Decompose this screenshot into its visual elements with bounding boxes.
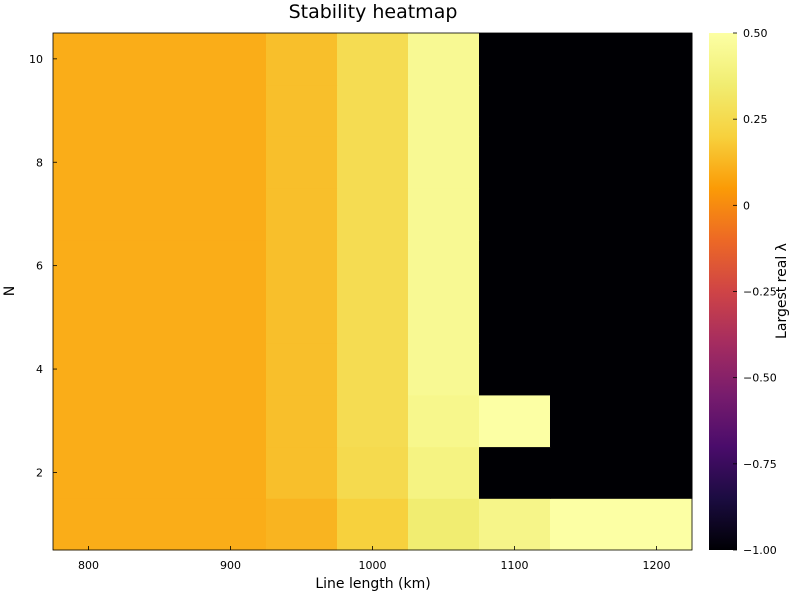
heatmap-cell: [53, 136, 267, 189]
heatmap-cell: [550, 33, 693, 86]
heatmap-cell: [53, 446, 267, 499]
heatmap-cell: [479, 446, 551, 499]
heatmap-cell: [53, 343, 267, 396]
y-tick-label: 2: [36, 466, 43, 479]
heatmap-cell: [479, 188, 551, 241]
y-tick-label: 6: [36, 260, 43, 273]
x-axis-title: Line length (km): [315, 576, 430, 592]
heatmap-cell: [550, 239, 693, 292]
x-tick-label: 1200: [643, 559, 671, 572]
heatmap-cell: [266, 446, 338, 499]
heatmap-cell: [408, 446, 480, 499]
heatmap-cell: [479, 136, 551, 189]
heatmap-cell: [479, 498, 551, 551]
heatmap-cell: [337, 394, 409, 448]
heatmap-cell: [550, 291, 693, 344]
heatmap-cell: [266, 239, 338, 292]
heatmap-cell: [337, 33, 409, 86]
heatmap-cell: [53, 84, 267, 137]
heatmap-cell: [337, 446, 409, 499]
colorbar-title: Largest real λ: [774, 243, 790, 339]
heatmap-cells: [53, 33, 693, 551]
x-tick-label: 900: [220, 559, 241, 572]
colorbar-tick-label: 0: [743, 199, 750, 212]
heatmap-cell: [266, 343, 338, 396]
y-axis-title: N: [2, 286, 18, 296]
heatmap-cell: [479, 291, 551, 344]
heatmap-cell: [550, 446, 693, 499]
heatmap-cell: [53, 394, 267, 448]
colorbar-tick-label: 0.25: [743, 113, 768, 126]
heatmap-cell: [337, 84, 409, 137]
chart-title: Stability heatmap: [289, 1, 458, 23]
heatmap-cell: [266, 136, 338, 189]
heatmap-cell: [337, 291, 409, 344]
colorbar-tick-label: 0.50: [743, 27, 768, 40]
heatmap-cell: [550, 136, 693, 189]
heatmap-cell: [266, 498, 338, 551]
colorbar: [709, 33, 737, 550]
heatmap-cell: [408, 343, 480, 396]
heatmap-cell: [550, 343, 693, 396]
heatmap-cell: [408, 394, 480, 448]
heatmap-cell: [337, 188, 409, 241]
heatmap-cell: [479, 33, 551, 86]
heatmap-cell: [266, 188, 338, 241]
x-tick-label: 1100: [501, 559, 529, 572]
heatmap-cell: [337, 136, 409, 189]
colorbar-tick-label: −0.75: [743, 458, 777, 471]
x-axis-ticks: 800 900 1000 1100 1200: [78, 546, 671, 572]
heatmap-cell: [408, 239, 480, 292]
colorbar-tick-label: −0.50: [743, 372, 777, 385]
heatmap-cell: [337, 498, 409, 551]
colorbar-tick-label: −0.25: [743, 286, 777, 299]
heatmap-cell: [266, 84, 338, 137]
heatmap-cell: [408, 291, 480, 344]
heatmap-cell: [408, 33, 480, 86]
heatmap-cell: [53, 188, 267, 241]
heatmap-cell: [53, 33, 267, 86]
heatmap-cell: [479, 239, 551, 292]
y-tick-label: 4: [36, 363, 43, 376]
heatmap-cell: [337, 343, 409, 396]
x-tick-label: 800: [78, 559, 99, 572]
heatmap-cell: [53, 239, 267, 292]
heatmap-cell: [266, 33, 338, 86]
heatmap-cell: [337, 239, 409, 292]
heatmap-cell: [479, 84, 551, 137]
heatmap-cell: [550, 498, 693, 551]
colorbar-tick-label: −1.00: [743, 544, 777, 557]
heatmap-cell: [408, 188, 480, 241]
heatmap-cell: [53, 291, 267, 344]
heatmap-cell: [550, 394, 693, 448]
heatmap-cell: [550, 188, 693, 241]
heatmap-cell: [408, 136, 480, 189]
heatmap-cell: [53, 498, 267, 551]
heatmap-cell: [266, 291, 338, 344]
heatmap-cell: [550, 84, 693, 137]
heatmap-cell: [266, 394, 338, 448]
heatmap-cell: [408, 498, 480, 551]
heatmap-cell: [479, 343, 551, 396]
heatmap-cell: [479, 394, 551, 448]
y-tick-label: 10: [29, 53, 43, 66]
y-axis-ticks: 2 4 6 8 10: [29, 53, 57, 479]
heatmap-cell: [408, 84, 480, 137]
colorbar-ticks: 0.50 0.25 0 −0.25 −0.50 −0.75 −1.00: [733, 27, 777, 557]
x-tick-label: 1000: [359, 559, 387, 572]
y-tick-label: 8: [36, 156, 43, 169]
